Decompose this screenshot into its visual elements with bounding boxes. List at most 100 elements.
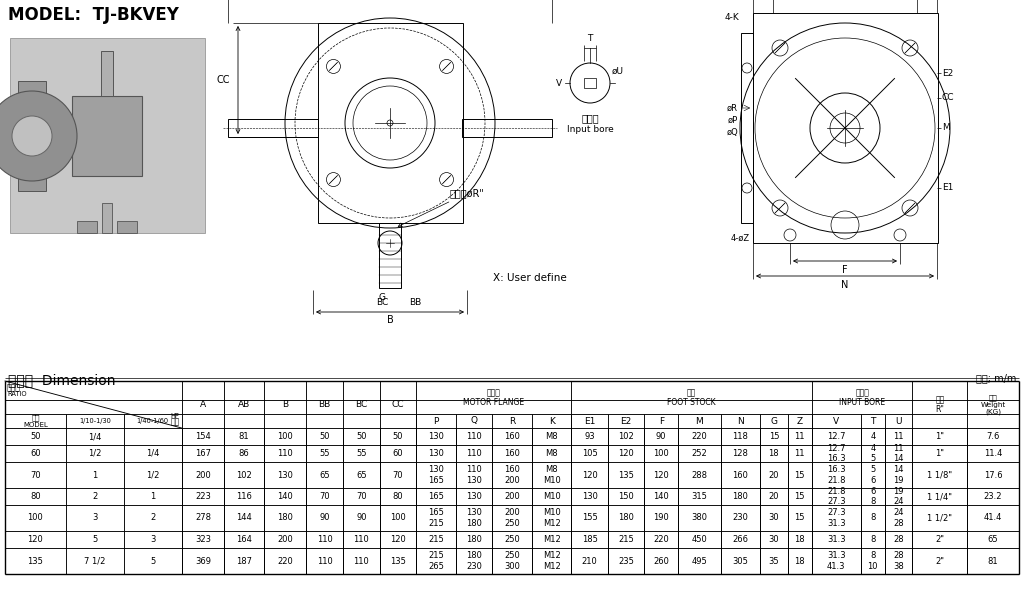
Text: G: G <box>770 416 777 425</box>
Text: 70: 70 <box>30 471 41 479</box>
Text: 128: 128 <box>732 449 749 458</box>
Text: 155: 155 <box>582 514 598 522</box>
Text: 2: 2 <box>92 492 97 501</box>
Text: E1: E1 <box>942 183 953 192</box>
Text: 2": 2" <box>935 535 944 544</box>
Text: 288: 288 <box>691 471 708 479</box>
Text: 1 1/4": 1 1/4" <box>928 492 952 501</box>
Bar <box>77 221 97 233</box>
Text: 80: 80 <box>392 492 403 501</box>
Text: 8
10: 8 10 <box>867 552 879 571</box>
Text: 93: 93 <box>585 432 595 441</box>
Text: 11: 11 <box>795 432 805 441</box>
Text: 230: 230 <box>732 514 749 522</box>
Text: 20: 20 <box>769 471 779 479</box>
Text: P: P <box>433 416 438 425</box>
Text: 4
5: 4 5 <box>870 444 876 463</box>
Text: 180: 180 <box>278 514 293 522</box>
Text: 165
215: 165 215 <box>428 508 443 528</box>
Text: M: M <box>942 123 949 132</box>
Text: 220: 220 <box>691 432 708 441</box>
Text: øQ: øQ <box>726 128 738 137</box>
Text: U: U <box>895 416 902 425</box>
Text: 14
19: 14 19 <box>894 465 904 484</box>
Bar <box>584 78 596 88</box>
Text: F: F <box>842 265 848 275</box>
Text: 110: 110 <box>353 535 369 544</box>
Text: 102: 102 <box>237 471 252 479</box>
Text: Input bore: Input bore <box>566 124 613 134</box>
Text: 2: 2 <box>151 514 156 522</box>
Text: 8: 8 <box>870 514 876 522</box>
Text: 140: 140 <box>278 492 293 501</box>
Text: 12.7
16.3: 12.7 16.3 <box>827 444 846 463</box>
Bar <box>228 119 318 137</box>
Text: G: G <box>379 293 385 302</box>
Text: 1: 1 <box>151 492 156 501</box>
Text: 130: 130 <box>428 432 443 441</box>
Text: 4-øZ: 4-øZ <box>731 234 750 243</box>
Text: B: B <box>387 315 393 325</box>
Text: 28
38: 28 38 <box>893 552 904 571</box>
Text: 50: 50 <box>319 432 330 441</box>
Text: 130: 130 <box>466 492 482 501</box>
Text: 160: 160 <box>732 471 749 479</box>
Text: 1/40-1/60: 1/40-1/60 <box>136 418 169 424</box>
Text: M8: M8 <box>545 432 558 441</box>
Text: 260: 260 <box>653 557 669 566</box>
Text: 11: 11 <box>795 449 805 458</box>
Text: 1/2: 1/2 <box>88 449 101 458</box>
Text: BC: BC <box>376 298 388 307</box>
Text: 118: 118 <box>732 432 749 441</box>
Text: 11
14: 11 14 <box>894 444 904 463</box>
Text: 102: 102 <box>618 432 634 441</box>
Text: N: N <box>842 280 849 290</box>
Text: 17.6: 17.6 <box>984 471 1002 479</box>
Text: 187: 187 <box>237 557 252 566</box>
Text: 250: 250 <box>504 535 520 544</box>
Text: 梯形牙øR": 梯形牙øR" <box>398 188 485 227</box>
Text: 81: 81 <box>988 557 998 566</box>
Text: 100: 100 <box>390 514 406 522</box>
Text: 180: 180 <box>618 514 634 522</box>
Text: 重量
Weight
(KG): 重量 Weight (KG) <box>981 394 1006 415</box>
Text: 323: 323 <box>195 535 211 544</box>
Text: N: N <box>737 416 743 425</box>
Text: 角牙
R": 角牙 R" <box>935 395 944 414</box>
Text: 50: 50 <box>392 432 403 441</box>
Text: 215: 215 <box>428 535 443 544</box>
Text: 65: 65 <box>319 471 330 479</box>
Text: 220: 220 <box>653 535 669 544</box>
Text: 41.4: 41.4 <box>984 514 1002 522</box>
Text: 266: 266 <box>732 535 749 544</box>
Text: 7.6: 7.6 <box>986 432 999 441</box>
Text: F: F <box>658 416 664 425</box>
Text: 11: 11 <box>894 432 904 441</box>
Bar <box>741 33 753 223</box>
Text: 110: 110 <box>316 535 333 544</box>
Text: 80: 80 <box>30 492 41 501</box>
Text: 18: 18 <box>795 535 805 544</box>
Circle shape <box>0 91 77 181</box>
Text: 15: 15 <box>769 432 779 441</box>
Text: 1: 1 <box>92 471 97 479</box>
Text: 140: 140 <box>653 492 669 501</box>
Text: 120: 120 <box>582 471 598 479</box>
Text: 50: 50 <box>356 432 367 441</box>
Text: 167: 167 <box>195 449 211 458</box>
Text: 120: 120 <box>390 535 406 544</box>
Text: 18: 18 <box>769 449 779 458</box>
Text: 1": 1" <box>935 432 944 441</box>
Text: 21.8
27.3: 21.8 27.3 <box>827 487 846 506</box>
Text: 30: 30 <box>769 514 779 522</box>
Text: 110: 110 <box>316 557 333 566</box>
Text: 31.3: 31.3 <box>827 535 846 544</box>
Text: 3: 3 <box>92 514 97 522</box>
Bar <box>117 221 137 233</box>
Text: 130: 130 <box>278 471 293 479</box>
Text: 5: 5 <box>151 557 156 566</box>
Text: 135: 135 <box>28 557 43 566</box>
Text: 180
230: 180 230 <box>466 552 482 571</box>
Text: 1/4: 1/4 <box>146 449 160 458</box>
Text: 65: 65 <box>356 471 367 479</box>
